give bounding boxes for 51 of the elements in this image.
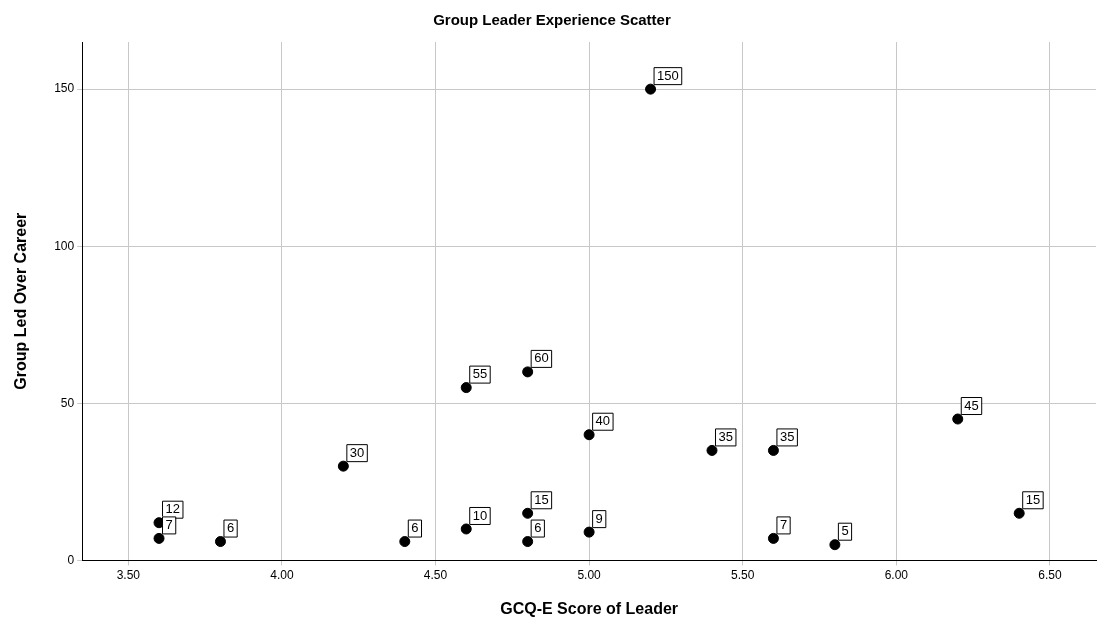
point <box>767 532 779 544</box>
data-label: 6 <box>534 520 542 536</box>
point <box>645 83 657 95</box>
data-label: 10 <box>472 507 488 523</box>
x-tick-label: 6.50 <box>1038 567 1062 582</box>
x-tick-label: 4.50 <box>423 567 448 582</box>
data-label: 7 <box>165 516 173 532</box>
point <box>522 507 534 519</box>
data-label: 150 <box>657 67 679 83</box>
point <box>522 536 534 548</box>
data-label: 55 <box>472 366 488 382</box>
point <box>706 444 718 456</box>
data-label: 40 <box>595 413 611 429</box>
y-tick-label: 50 <box>60 395 75 410</box>
data-label: 30 <box>349 444 365 460</box>
data-label: 9 <box>595 510 603 526</box>
point <box>460 523 472 535</box>
data-label: 15 <box>1025 491 1041 507</box>
data-label: 35 <box>779 429 795 445</box>
data-label: 6 <box>411 520 419 536</box>
data-label: 60 <box>534 350 549 366</box>
point <box>767 444 779 456</box>
y-tick-label: 0 <box>67 552 75 567</box>
point <box>337 460 349 472</box>
x-axis-title: GCQ-E Score of Leader <box>500 599 679 617</box>
data-label: 7 <box>779 516 788 532</box>
point <box>214 536 226 548</box>
data-label: 45 <box>964 397 979 413</box>
x-tick-label: 5.00 <box>577 567 602 582</box>
data-label: 15 <box>534 491 549 507</box>
point <box>583 526 595 538</box>
point <box>829 539 841 551</box>
y-axis-title: Group Led Over Career <box>12 212 30 390</box>
point <box>952 413 964 425</box>
y-tick-label: 150 <box>54 81 75 96</box>
x-tick-label: 4.00 <box>270 567 294 582</box>
x-tick-label: 6.00 <box>884 567 909 582</box>
x-tick-label: 3.50 <box>116 567 141 582</box>
data-label: 6 <box>226 520 235 536</box>
point <box>522 366 534 378</box>
data-label: 12 <box>165 501 180 517</box>
data-label: 35 <box>718 429 733 445</box>
chart-title: Group Leader Experience Scatter <box>433 11 671 29</box>
point <box>460 382 472 394</box>
y-tick-label: 100 <box>54 238 75 253</box>
x-tick-label: 5.50 <box>731 567 755 582</box>
point <box>153 532 165 544</box>
point <box>1013 507 1025 519</box>
data-label: 5 <box>841 523 849 539</box>
point <box>399 536 411 548</box>
point <box>583 429 595 441</box>
